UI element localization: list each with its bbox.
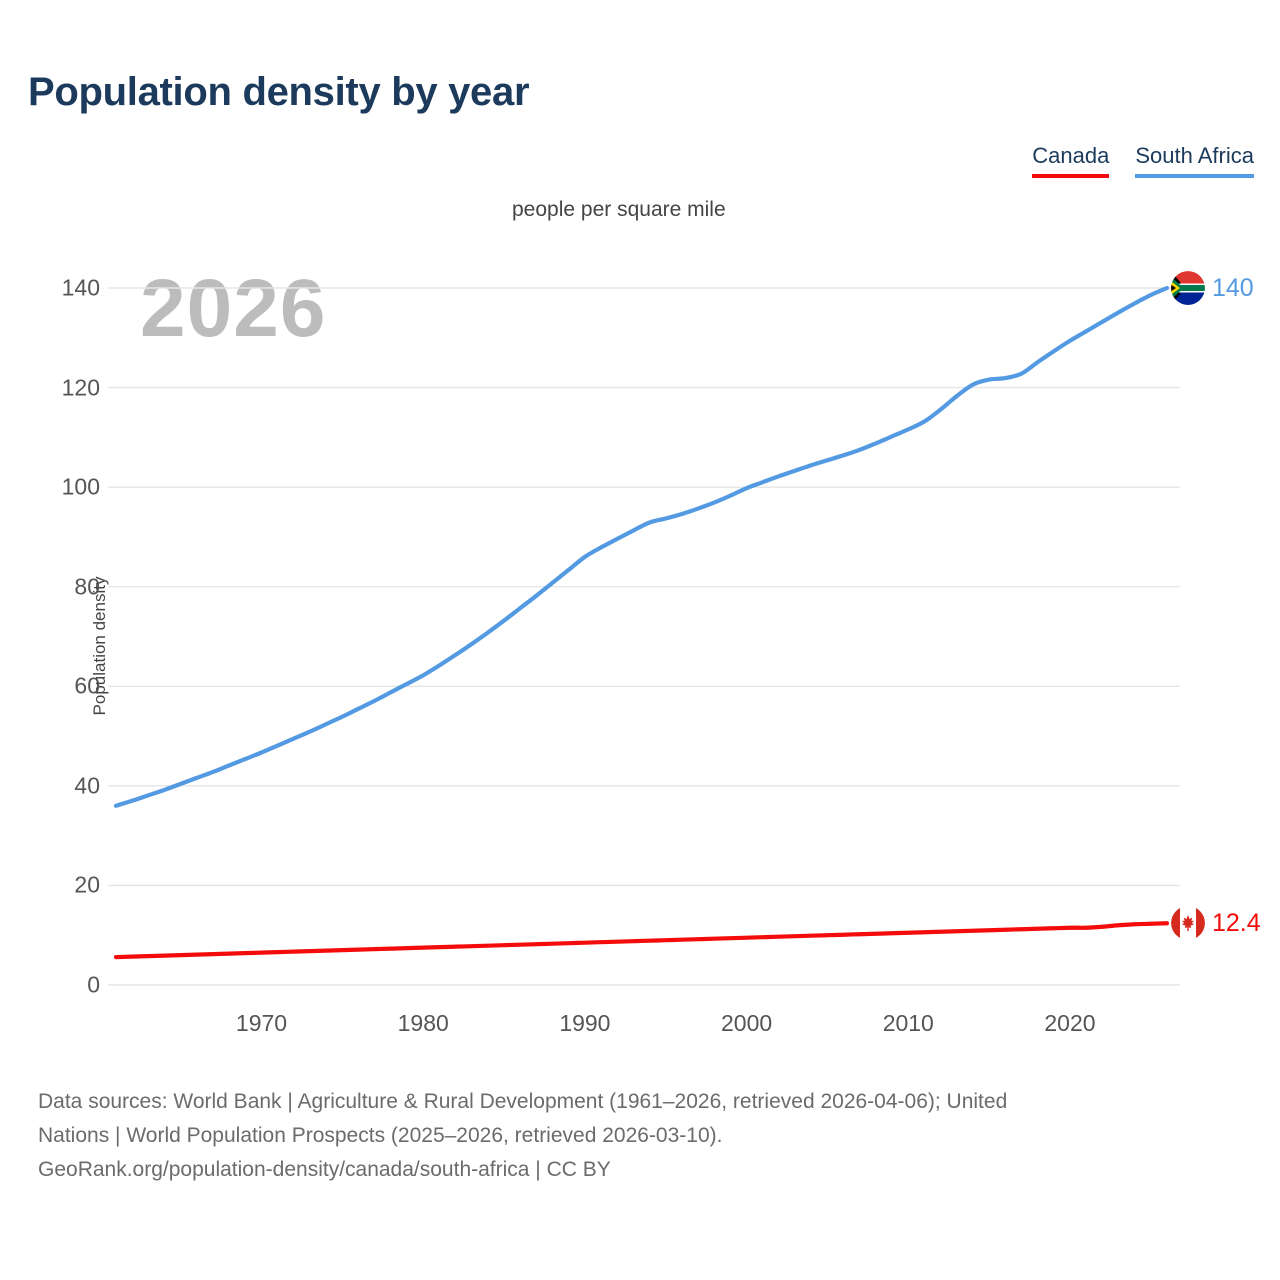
y-tick-label: 140 xyxy=(61,274,100,301)
end-label-canada: 12.4 xyxy=(1171,906,1261,941)
units-label: people per square mile xyxy=(512,198,726,221)
series-lines xyxy=(113,285,1170,960)
line-chart-svg xyxy=(108,285,1180,986)
y-tick-label: 80 xyxy=(74,573,100,600)
south-africa-flag-icon xyxy=(1171,271,1205,305)
series-line-canada xyxy=(113,921,1170,960)
y-tick-label: 20 xyxy=(74,871,100,898)
footer-line-1: Data sources: World Bank | Agriculture &… xyxy=(38,1090,1008,1113)
watermark-year: 2026 xyxy=(140,263,327,354)
x-tick-label: 1980 xyxy=(397,1010,449,1036)
y-tick-label: 60 xyxy=(74,672,100,699)
y-tick-label: 40 xyxy=(74,772,100,799)
x-tick-label: 2010 xyxy=(882,1010,934,1036)
footer-sources: Data sources: World Bank | Agriculture &… xyxy=(38,1085,1258,1187)
footer-line-2: Nations | World Population Prospects (20… xyxy=(38,1124,723,1148)
legend-item-south-africa[interactable]: South Africa xyxy=(1135,144,1254,179)
x-tick-label: 1990 xyxy=(559,1010,611,1036)
y-tick-label: 0 xyxy=(87,971,100,998)
legend-item-canada[interactable]: Canada xyxy=(1032,144,1110,179)
end-label-canada-value: 12.4 xyxy=(1212,908,1261,937)
canada-flag-icon xyxy=(1171,906,1205,941)
end-label-south-africa-value: 140 xyxy=(1212,273,1254,302)
footer-line-3: GeoRank.org/population-density/canada/so… xyxy=(38,1158,611,1182)
y-tick-label: 100 xyxy=(61,473,100,500)
end-label-south-africa: 140 xyxy=(1171,271,1254,305)
y-tick-label: 120 xyxy=(61,374,100,401)
gridlines xyxy=(108,287,1180,986)
x-tick-label: 2020 xyxy=(1044,1010,1096,1036)
plot-area: 2026 Population density 0 20 40 60 80 100 120 1… xyxy=(61,263,1261,1037)
x-tick-label: 2000 xyxy=(721,1010,773,1036)
series-line-south-africa xyxy=(113,285,1170,808)
page-title: Population density by year xyxy=(28,70,530,114)
legend: Canada South Africa xyxy=(1032,144,1254,179)
x-tick-label: 1970 xyxy=(235,1010,288,1036)
